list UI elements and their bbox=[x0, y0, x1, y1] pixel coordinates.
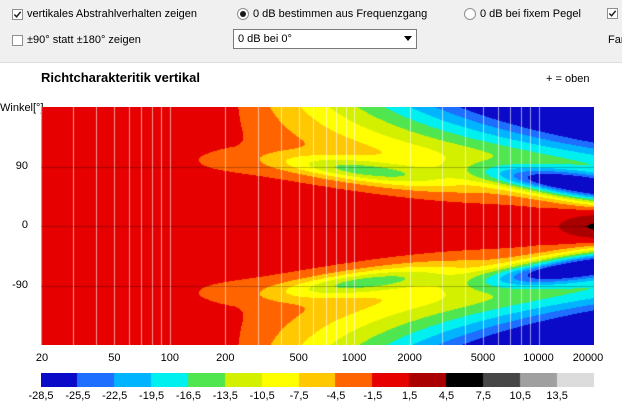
colorbar-tick-label: 4,5 bbox=[438, 390, 455, 402]
reference-dropdown-value: 0 dB bei 0° bbox=[238, 33, 292, 45]
checkbox-checked-icon bbox=[607, 8, 618, 19]
colorbar-tick-label: -25,5 bbox=[65, 390, 91, 402]
radio-fixed-level[interactable]: 0 dB bei fixem Pegel bbox=[464, 8, 581, 20]
range-90-label: ±90° statt ±180° zeigen bbox=[27, 34, 141, 46]
vertical-radiation-label: vertikales Abstrahlverhalten zeigen bbox=[27, 8, 197, 20]
x-tick-label: 20000 bbox=[572, 352, 604, 364]
checkbox-checked-icon bbox=[12, 8, 23, 20]
radio-selected-icon bbox=[237, 8, 249, 20]
directivity-heatmap bbox=[41, 107, 594, 345]
y-tick-label: 0 bbox=[21, 219, 28, 231]
radio-frequency-response[interactable]: 0 dB bestimmen aus Frequenzgang bbox=[237, 8, 427, 20]
colorbar-tick-label: -4,5 bbox=[326, 390, 346, 402]
radio-unselected-icon bbox=[464, 8, 476, 20]
colorbar-tick-label: 7,5 bbox=[475, 390, 492, 402]
colorbar-tick-label: 10,5 bbox=[509, 390, 531, 402]
y-axis-title: Winkel[°] bbox=[0, 102, 44, 114]
orientation-note: + = oben bbox=[546, 73, 590, 85]
x-tick-label: 200 bbox=[216, 352, 235, 364]
x-tick-label: 500 bbox=[289, 352, 308, 364]
chevron-down-icon bbox=[404, 36, 412, 41]
range-90-checkbox[interactable]: ±90° statt ±180° zeigen bbox=[12, 34, 141, 46]
clipped-label: Far bbox=[608, 34, 622, 46]
colorbar-tick-label: -10,5 bbox=[249, 390, 275, 402]
x-tick-label: 50 bbox=[108, 352, 121, 364]
colorbar-tick-label: -28,5 bbox=[28, 390, 54, 402]
clipped-checkbox[interactable] bbox=[607, 8, 622, 19]
radio-frequency-label: 0 dB bestimmen aus Frequenzgang bbox=[253, 8, 428, 20]
x-tick-label: 5000 bbox=[470, 352, 496, 364]
colorbar-tick-label: -1,5 bbox=[363, 390, 383, 402]
colorbar-tick-label: 1,5 bbox=[402, 390, 418, 402]
colorbar-tick-label: -13,5 bbox=[212, 390, 238, 402]
x-tick-label: 1000 bbox=[341, 352, 367, 364]
x-tick-label: 100 bbox=[160, 352, 180, 364]
colorbar-tick-label: -16,5 bbox=[175, 390, 201, 402]
y-tick-label: 90 bbox=[15, 159, 28, 172]
plot-title: Richtcharakteritik vertikal bbox=[41, 70, 200, 85]
y-tick-label: -90 bbox=[12, 278, 28, 291]
x-tick-label: 2000 bbox=[397, 352, 422, 364]
colorbar-tick-label: 13,5 bbox=[546, 390, 568, 402]
colorbar-tick-label: -19,5 bbox=[139, 390, 165, 402]
reference-dropdown[interactable]: 0 dB bei 0° bbox=[233, 29, 417, 49]
colorbar-tick-label: -7,5 bbox=[289, 390, 309, 402]
x-tick-label: 20 bbox=[35, 352, 49, 364]
radio-fixed-label: 0 dB bei fixem Pegel bbox=[480, 8, 581, 20]
colorbar-tick-label: -22,5 bbox=[102, 390, 128, 402]
x-tick-label: 10000 bbox=[523, 352, 554, 364]
colorbar bbox=[41, 373, 594, 387]
checkbox-empty-icon bbox=[12, 34, 23, 46]
vertical-radiation-checkbox[interactable]: vertikales Abstrahlverhalten zeigen bbox=[12, 8, 197, 20]
options-toolbar: vertikales Abstrahlverhalten zeigen ±90°… bbox=[0, 0, 622, 63]
